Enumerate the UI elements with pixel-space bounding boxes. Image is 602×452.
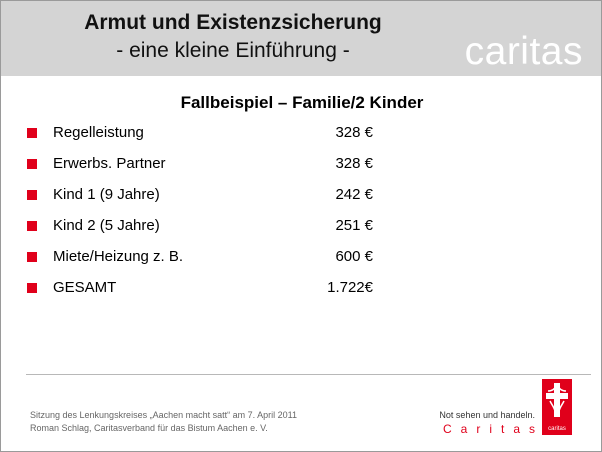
list-item: Kind 2 (5 Jahre) 251 € — [27, 214, 387, 245]
slide-title: Armut und Existenzsicherung — [84, 11, 382, 34]
slogan-tagline: Not sehen und handeln. — [439, 410, 535, 420]
slogan: Not sehen und handeln. Caritas — [439, 408, 535, 436]
slide-subtitle: - eine kleine Einführung - — [116, 39, 350, 62]
item-amount: 328 € — [335, 155, 373, 172]
footer-line-2: Roman Schlag, Caritasverband für das Bis… — [30, 423, 268, 433]
item-amount: 242 € — [335, 186, 373, 203]
item-label: Erwerbs. Partner — [53, 155, 166, 172]
item-label: Kind 1 (9 Jahre) — [53, 186, 160, 203]
caritas-watermark-logo: caritas — [464, 30, 583, 73]
red-square-bullet-icon — [27, 190, 37, 200]
list-item: Regelleistung 328 € — [27, 121, 387, 152]
slogan-caritas-word: Caritas — [442, 422, 544, 436]
list-item: Miete/Heizung z. B. 600 € — [27, 245, 387, 276]
list-item: Kind 1 (9 Jahre) 242 € — [27, 183, 387, 214]
flame-cross-icon — [546, 383, 568, 417]
red-square-bullet-icon — [27, 128, 37, 138]
header-band: Armut und Existenzsicherung - eine klein… — [1, 1, 601, 76]
logo-caritas-word: caritas — [548, 426, 566, 432]
footer-text: Sitzung des Lenkungskreises „Aachen mach… — [30, 409, 297, 435]
item-amount: 600 € — [335, 248, 373, 265]
item-label: Regelleistung — [53, 124, 144, 141]
footer-line-1: Sitzung des Lenkungskreises „Aachen mach… — [30, 410, 297, 420]
red-square-bullet-icon — [27, 283, 37, 293]
item-label: Miete/Heizung z. B. — [53, 248, 184, 265]
footer-divider — [26, 374, 591, 375]
section-title: Fallbeispiel – Familie/2 Kinder — [180, 93, 424, 112]
list-item-total: GESAMT 1.722€ — [27, 276, 387, 307]
caritas-cross-logo: caritas — [542, 379, 572, 435]
item-label: GESAMT — [53, 279, 117, 296]
red-square-bullet-icon — [27, 252, 37, 262]
item-amount: 328 € — [335, 124, 373, 141]
red-square-bullet-icon — [27, 159, 37, 169]
list-item: Erwerbs. Partner 328 € — [27, 152, 387, 183]
item-label: Kind 2 (5 Jahre) — [53, 217, 160, 234]
budget-list: Regelleistung 328 € Erwerbs. Partner 328… — [27, 121, 387, 307]
item-amount: 251 € — [335, 217, 373, 234]
item-amount: 1.722€ — [327, 279, 373, 296]
red-square-bullet-icon — [27, 221, 37, 231]
